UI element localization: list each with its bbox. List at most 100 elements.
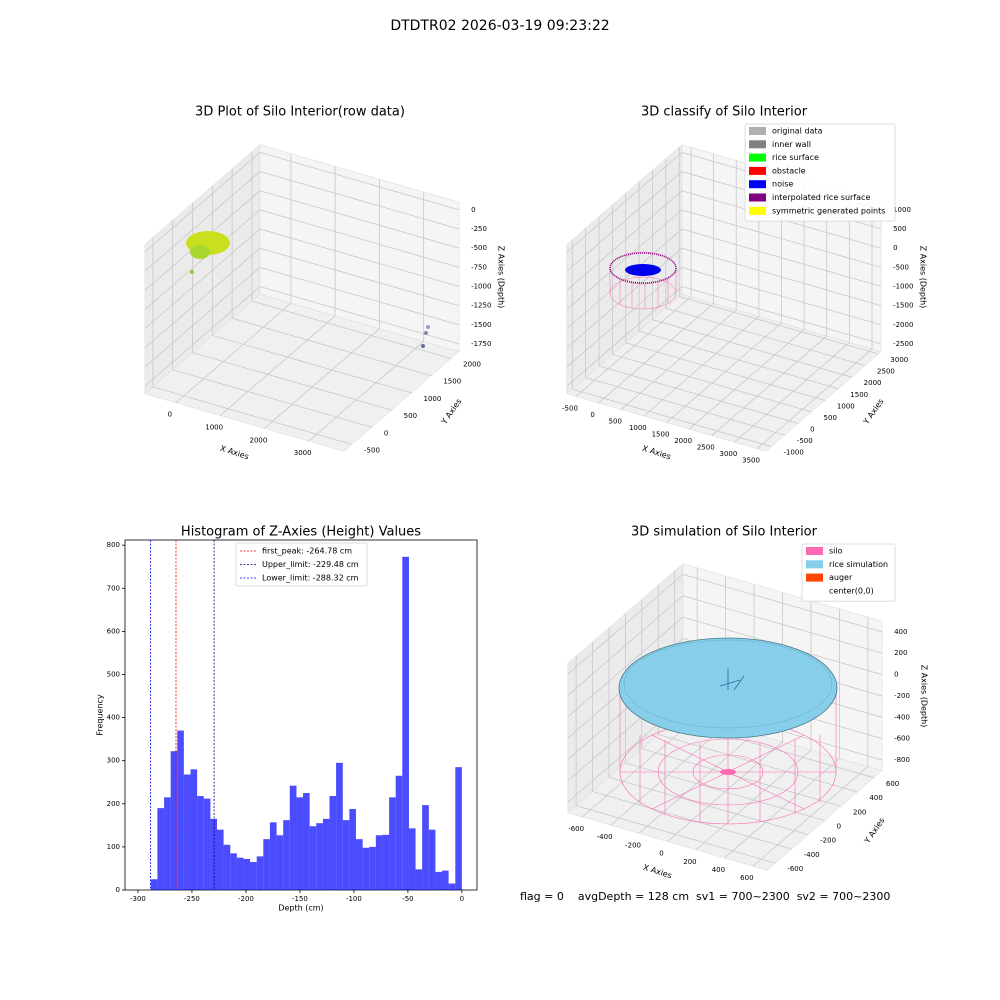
bar bbox=[216, 829, 224, 890]
bar bbox=[422, 805, 429, 890]
y-tick-label: 300 bbox=[107, 757, 120, 765]
legend-box bbox=[235, 542, 368, 587]
auger bbox=[719, 668, 745, 691]
bar bbox=[428, 829, 436, 890]
grid-line bbox=[608, 776, 809, 836]
grid-line bbox=[665, 307, 866, 366]
tick-label: -500 bbox=[893, 263, 909, 271]
grid-line bbox=[144, 247, 261, 349]
tick-label: 600 bbox=[886, 780, 899, 788]
grid-line bbox=[175, 302, 292, 404]
bar bbox=[150, 879, 158, 890]
bar bbox=[190, 769, 198, 890]
tick-label: 400 bbox=[894, 628, 907, 636]
bar bbox=[395, 775, 403, 890]
legend-swatch bbox=[749, 193, 766, 202]
tick-label: -400 bbox=[894, 713, 910, 721]
grid-line bbox=[144, 228, 261, 329]
legend-label: inner wall bbox=[772, 140, 811, 149]
chart-title: 3D classify of Silo Interior bbox=[641, 105, 808, 120]
tick-label: 1000 bbox=[837, 402, 855, 410]
tick-label: 500 bbox=[404, 412, 417, 420]
tick-label: 2000 bbox=[463, 361, 481, 369]
bar bbox=[415, 869, 423, 890]
y-tick-label: 400 bbox=[107, 714, 120, 722]
point bbox=[426, 325, 430, 329]
tick-label: 2000 bbox=[674, 437, 692, 445]
tick-label: 3500 bbox=[742, 457, 760, 465]
tick-label: -500 bbox=[562, 404, 578, 412]
tick-label: -600 bbox=[787, 865, 803, 873]
legend-swatch bbox=[749, 127, 766, 135]
grid-line bbox=[682, 595, 883, 654]
tick-label: 0 bbox=[894, 671, 898, 679]
grid-line bbox=[259, 247, 460, 307]
z-axis-label: Z Axies (Depth) bbox=[919, 246, 928, 309]
bar bbox=[375, 835, 383, 890]
grid-line bbox=[566, 267, 683, 368]
grid-line bbox=[144, 286, 261, 387]
tick-label: 0 bbox=[659, 850, 663, 858]
grid-line bbox=[144, 209, 261, 310]
bar bbox=[177, 730, 184, 890]
y-tick-label: 500 bbox=[107, 670, 120, 678]
tick-label: 2000 bbox=[864, 379, 882, 387]
tick-label: 500 bbox=[609, 417, 622, 425]
grid-line bbox=[625, 342, 826, 401]
tick-label: 0 bbox=[471, 206, 475, 214]
grid-line bbox=[679, 296, 879, 355]
x-tick-label: 0 bbox=[460, 895, 464, 903]
y-tick-label: 800 bbox=[107, 541, 120, 549]
grid-line bbox=[572, 388, 772, 448]
tick-label: -1000 bbox=[893, 283, 913, 291]
grid-line bbox=[172, 369, 372, 428]
legend-label: rice surface bbox=[772, 153, 819, 162]
tick-label: -1250 bbox=[471, 302, 491, 310]
x-axis-label: X Axies bbox=[219, 444, 250, 462]
bar bbox=[170, 751, 178, 890]
tick-label: 2500 bbox=[877, 368, 895, 376]
tick-label: 3000 bbox=[294, 449, 312, 457]
legend-swatch bbox=[749, 180, 766, 189]
grid-line bbox=[259, 190, 460, 249]
bar bbox=[322, 818, 330, 890]
point bbox=[424, 331, 428, 335]
legend-label: auger bbox=[829, 573, 853, 582]
grid-line bbox=[641, 748, 842, 807]
bar bbox=[276, 835, 284, 890]
y-tick-label: 200 bbox=[107, 800, 120, 808]
y-tick-label: 600 bbox=[107, 627, 120, 635]
grid-line bbox=[567, 595, 684, 696]
tick-label: 400 bbox=[712, 866, 725, 874]
grid-line bbox=[192, 352, 392, 411]
tick-label: -1500 bbox=[893, 302, 913, 310]
tick-label: 400 bbox=[869, 794, 882, 802]
bar bbox=[210, 818, 217, 890]
tick-label: 0 bbox=[837, 823, 841, 831]
legend-label: Upper_limit: -229.48 cm bbox=[262, 560, 359, 569]
grid-line bbox=[567, 616, 684, 717]
bar bbox=[230, 853, 237, 890]
grid-line bbox=[567, 574, 684, 675]
tick-label: 500 bbox=[893, 225, 906, 233]
z-axis-label: Z Axies (Depth) bbox=[920, 665, 929, 728]
rice-surface-mesh bbox=[623, 639, 833, 729]
grid-line bbox=[308, 341, 424, 442]
tick-label: 1000 bbox=[893, 206, 911, 214]
y-tick-label: 100 bbox=[107, 843, 120, 851]
grid-line bbox=[682, 573, 883, 633]
grid-line bbox=[566, 247, 683, 349]
bar bbox=[283, 820, 290, 890]
tick-label: 200 bbox=[853, 808, 866, 816]
grid-line bbox=[756, 348, 873, 449]
bar bbox=[309, 826, 317, 890]
legend-box bbox=[801, 543, 896, 602]
bar bbox=[389, 797, 396, 890]
bar bbox=[243, 858, 251, 890]
grid-line bbox=[652, 319, 852, 378]
bar bbox=[157, 808, 165, 890]
tick-label: -400 bbox=[804, 851, 820, 859]
grid-line bbox=[259, 171, 460, 230]
